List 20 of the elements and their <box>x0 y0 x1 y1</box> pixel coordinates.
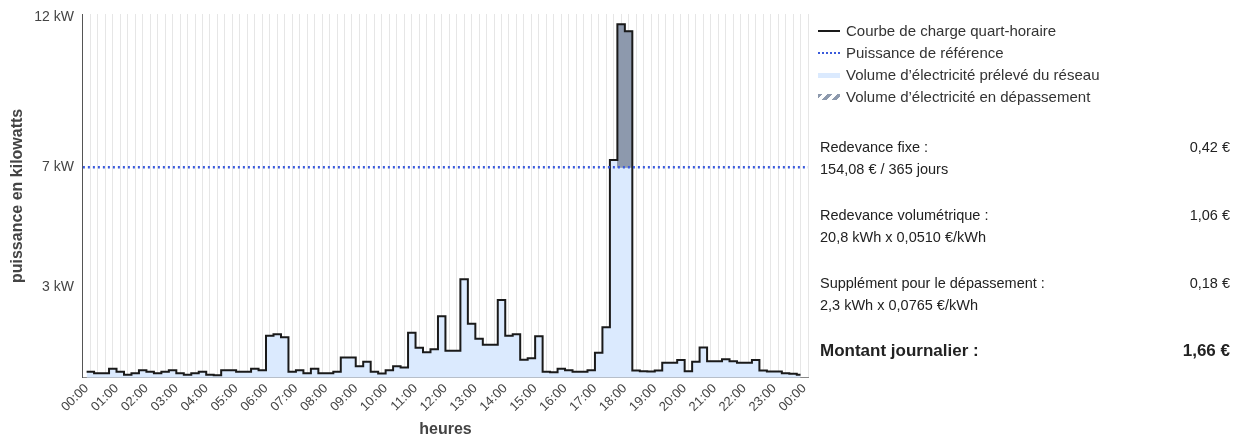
text: 0,42 € <box>1188 138 1230 157</box>
y-tick-label: 3 kW <box>41 278 75 295</box>
y-tick-label: 7 kW <box>41 158 75 175</box>
text: 0,18 € <box>1188 274 1230 293</box>
text: Montant journalier : <box>820 340 980 362</box>
legend-label: Volume d’électricité prélevé du réseau <box>846 65 1100 85</box>
x-axis-title: heures <box>419 419 472 437</box>
text: 2,3 kWh x 0,0765 €/kWh <box>820 296 979 315</box>
text: Redevance volumétrique : <box>820 206 990 225</box>
legend-label: Volume d’électricité en dépassement <box>846 87 1091 107</box>
text: 1,06 € <box>1188 206 1230 225</box>
text: 1,66 € <box>1182 340 1230 362</box>
legend-label: Puissance de référence <box>846 43 1004 63</box>
y-tick-label: 12 kW <box>34 7 75 24</box>
text: 20,8 kWh x 0,0510 €/kWh <box>820 228 988 247</box>
y-axis-title: puissance en kilowatts <box>8 108 26 284</box>
text: 154,08 € / 365 jours <box>820 160 950 179</box>
legend-label: Courbe de charge quart-horaire <box>846 21 1057 41</box>
text: Redevance fixe : <box>820 138 929 157</box>
text: Supplément pour le dépassement : <box>820 274 1046 293</box>
